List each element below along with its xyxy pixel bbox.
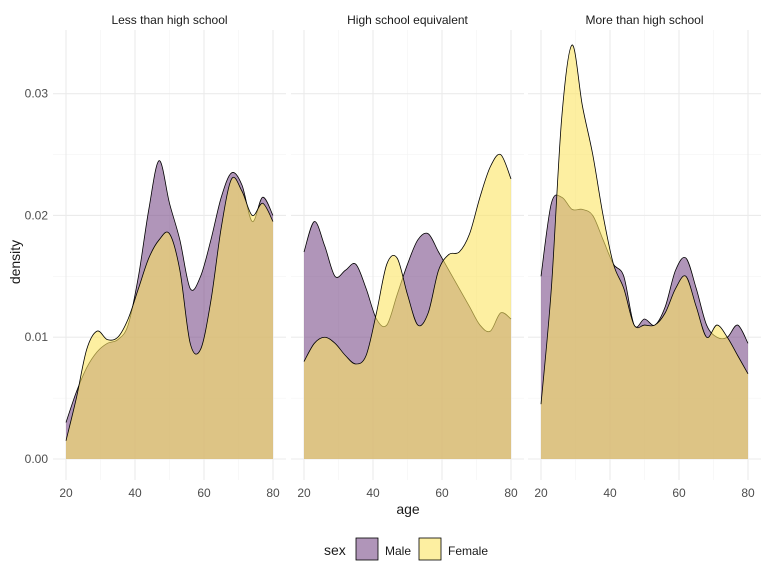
- density-area-female: [304, 154, 511, 460]
- facet-title: High school equivalent: [347, 13, 468, 27]
- facet-panel: More than high school 20 40 60 80: [528, 13, 761, 500]
- y-axis-title: density: [7, 240, 23, 284]
- x-tick-label: 80: [266, 486, 280, 500]
- legend-label-female: Female: [448, 544, 488, 558]
- facet-title: Less than high school: [111, 13, 227, 27]
- x-tick-label: 40: [603, 486, 617, 500]
- legend: sex Male Female: [324, 537, 488, 561]
- legend-title: sex: [324, 542, 346, 558]
- facet-panel: High school equivalent 20 40 60 80: [291, 13, 524, 500]
- density-area-female: [541, 44, 748, 460]
- legend-swatch-male: [355, 537, 379, 561]
- x-tick-label: 80: [504, 486, 518, 500]
- density-outline-female: [65, 177, 274, 441]
- x-tick-label: 60: [197, 486, 211, 500]
- y-tick-label: 0.00: [25, 452, 49, 466]
- legend-label-male: Male: [385, 544, 411, 558]
- y-tick-label: 0.02: [25, 208, 49, 222]
- x-tick-label: 40: [366, 486, 380, 500]
- x-tick-label: 20: [59, 486, 73, 500]
- legend-swatch-female: [418, 537, 442, 561]
- density-outline-female: [540, 44, 749, 405]
- x-tick-label: 20: [534, 486, 548, 500]
- density-area-female: [66, 177, 273, 459]
- x-tick-label: 40: [128, 486, 142, 500]
- x-tick-label: 60: [672, 486, 686, 500]
- x-tick-label: 60: [435, 486, 449, 500]
- y-tick-label: 0.01: [25, 330, 49, 344]
- facet-title: More than high school: [585, 13, 703, 27]
- density-outline-female: [303, 153, 512, 365]
- x-tick-label: 80: [741, 486, 755, 500]
- x-axis-title: age: [396, 501, 420, 517]
- y-tick-label: 0.03: [25, 87, 49, 101]
- facet-panel: Less than high school 20 40 60 80: [53, 13, 286, 500]
- x-tick-label: 20: [297, 486, 311, 500]
